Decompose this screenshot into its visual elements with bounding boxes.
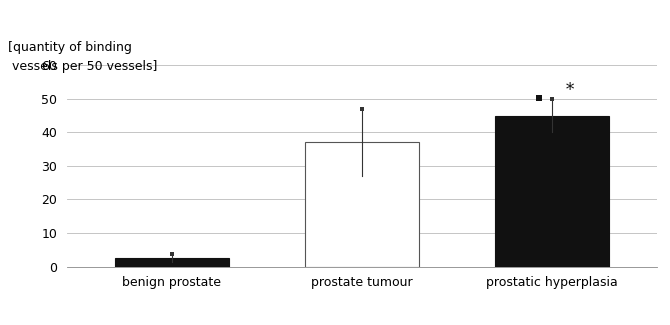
Text: *: * (565, 82, 574, 99)
Bar (495, 115, 609, 266)
Bar (115, 258, 228, 266)
Text: vessels per 50 vessels]: vessels per 50 vessels] (8, 60, 157, 73)
Text: [quantity of binding: [quantity of binding (8, 41, 132, 54)
Bar (305, 142, 419, 266)
